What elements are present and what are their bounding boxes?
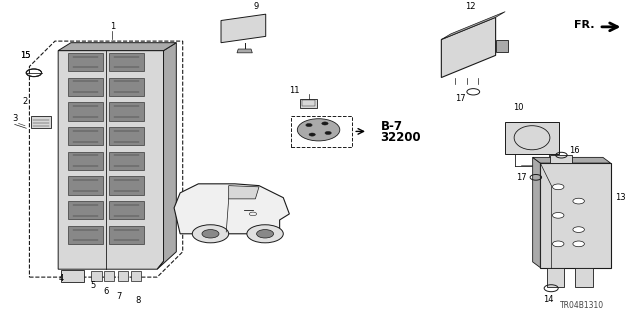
Polygon shape <box>109 176 145 195</box>
Polygon shape <box>109 152 145 170</box>
Polygon shape <box>68 78 103 96</box>
Polygon shape <box>68 201 103 219</box>
Text: 5: 5 <box>91 280 96 290</box>
Polygon shape <box>68 226 103 244</box>
Polygon shape <box>547 268 564 287</box>
Polygon shape <box>109 53 145 71</box>
Polygon shape <box>109 102 145 121</box>
Polygon shape <box>540 163 611 268</box>
Polygon shape <box>505 122 559 153</box>
Circle shape <box>573 241 584 247</box>
Polygon shape <box>109 226 145 244</box>
Polygon shape <box>131 271 141 281</box>
Polygon shape <box>29 41 182 277</box>
Circle shape <box>325 131 332 135</box>
Circle shape <box>247 225 284 243</box>
Bar <box>291 115 352 147</box>
Polygon shape <box>118 271 128 281</box>
Circle shape <box>573 198 584 204</box>
Text: 15: 15 <box>20 51 30 60</box>
Polygon shape <box>495 40 508 52</box>
Text: 6: 6 <box>104 287 109 296</box>
Text: 16: 16 <box>569 146 579 155</box>
Polygon shape <box>109 78 145 96</box>
Polygon shape <box>68 102 103 121</box>
Polygon shape <box>575 268 593 287</box>
Text: 8: 8 <box>135 296 141 305</box>
Text: 17: 17 <box>455 94 466 103</box>
Polygon shape <box>104 271 115 281</box>
Text: 10: 10 <box>513 103 524 112</box>
Text: 3: 3 <box>12 114 17 123</box>
Circle shape <box>202 230 219 238</box>
Circle shape <box>309 133 316 136</box>
Polygon shape <box>237 49 252 53</box>
Polygon shape <box>532 157 540 268</box>
Text: 11: 11 <box>289 86 300 95</box>
Polygon shape <box>68 127 103 145</box>
Polygon shape <box>174 184 289 234</box>
Text: 9: 9 <box>253 2 259 11</box>
Circle shape <box>552 184 564 190</box>
Polygon shape <box>68 152 103 170</box>
Polygon shape <box>109 201 145 219</box>
Text: 2: 2 <box>22 97 28 106</box>
Polygon shape <box>68 176 103 195</box>
Circle shape <box>573 227 584 233</box>
Text: 7: 7 <box>116 292 122 301</box>
Circle shape <box>552 241 564 247</box>
Polygon shape <box>61 270 84 282</box>
Bar <box>302 100 315 106</box>
Text: 14: 14 <box>543 295 554 304</box>
Polygon shape <box>532 157 611 163</box>
Text: 4: 4 <box>59 274 64 283</box>
Polygon shape <box>221 14 266 43</box>
Polygon shape <box>228 186 259 199</box>
Circle shape <box>552 212 564 218</box>
Polygon shape <box>68 53 103 71</box>
Ellipse shape <box>298 119 340 141</box>
Polygon shape <box>442 12 505 40</box>
Bar <box>31 116 51 128</box>
Polygon shape <box>58 43 176 51</box>
Bar <box>300 99 317 108</box>
Text: 17: 17 <box>516 173 527 182</box>
Polygon shape <box>92 271 102 281</box>
Text: TR04B1310: TR04B1310 <box>560 301 604 310</box>
Text: 15: 15 <box>20 51 30 60</box>
Text: FR.: FR. <box>574 20 595 30</box>
Text: B-7: B-7 <box>381 120 403 133</box>
Text: 13: 13 <box>615 193 625 203</box>
Circle shape <box>192 225 228 243</box>
Text: 12: 12 <box>465 2 476 11</box>
Polygon shape <box>550 155 572 163</box>
Text: 1: 1 <box>110 22 115 31</box>
Circle shape <box>306 123 312 127</box>
Polygon shape <box>58 51 164 269</box>
Polygon shape <box>109 127 145 145</box>
Text: 32200: 32200 <box>381 130 421 144</box>
Polygon shape <box>442 17 495 78</box>
Polygon shape <box>157 43 176 269</box>
Circle shape <box>257 230 273 238</box>
Circle shape <box>322 122 328 125</box>
